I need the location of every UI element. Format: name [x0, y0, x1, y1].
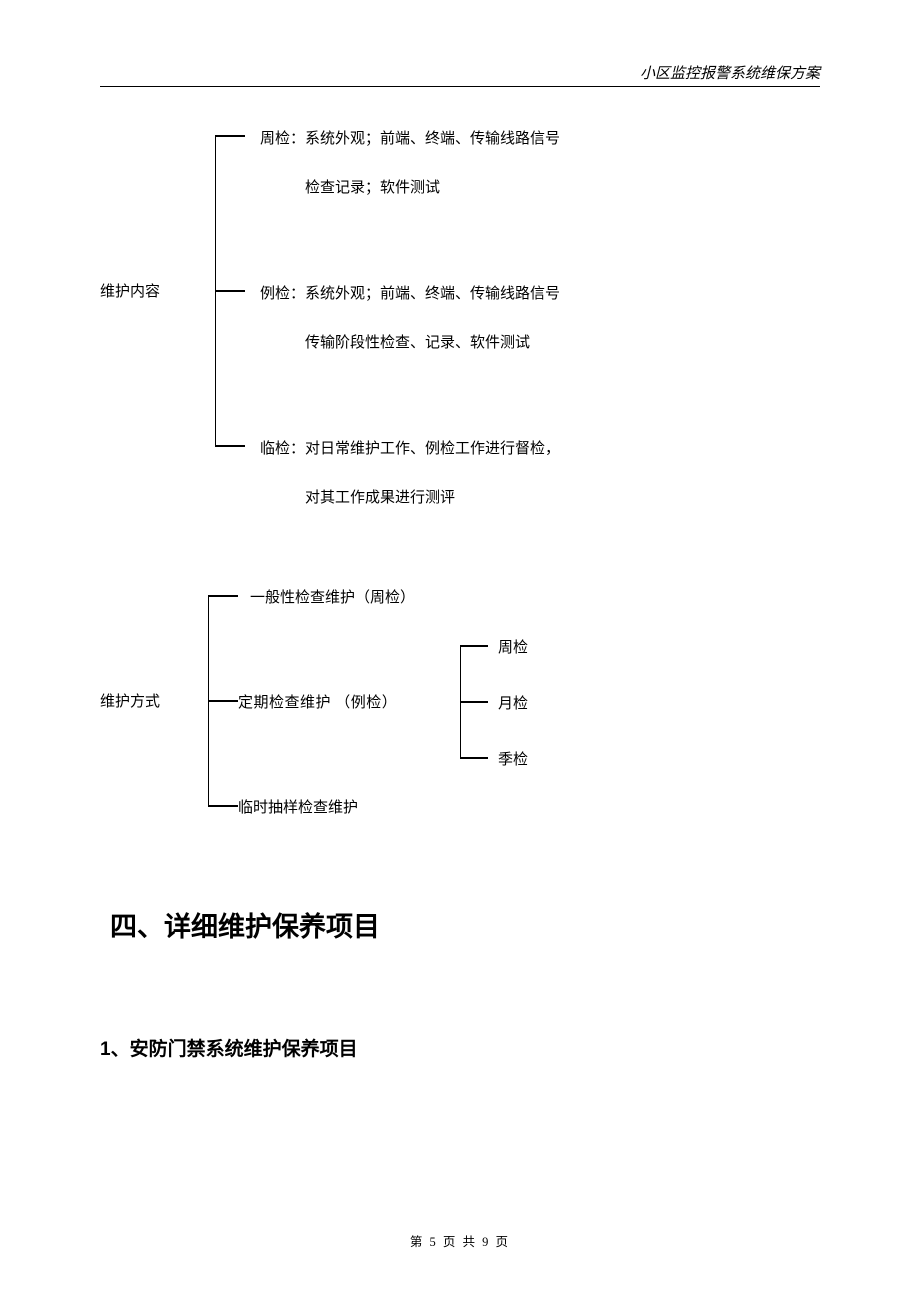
section-heading-4: 四、详细维护保养项目	[110, 905, 820, 944]
diagram2-branch2: 定期检查维护 （例检）	[238, 691, 397, 712]
diagram1-tick-mid	[215, 290, 245, 292]
header-rule	[100, 86, 820, 87]
diagram2-sub-tick3	[460, 757, 488, 759]
diagram2-sub3: 季检	[498, 748, 528, 769]
diagram1-zhou-line2: 检查记录；软件测试	[305, 175, 440, 202]
diagram-maintenance-mode: 维护方式 一般性检查维护（周检） 定期检查维护 （例检） 临时抽样检查维护 周检…	[100, 585, 820, 835]
page-content: 维护内容 周检：系统外观；前端、终端、传输线路信号 检查记录；软件测试 例检：系…	[100, 120, 820, 1061]
diagram2-tick3	[208, 805, 238, 807]
diagram2-branch1: 一般性检查维护（周检）	[250, 586, 415, 607]
diagram2-sub-tick2	[460, 701, 488, 703]
diagram1-li-line1: 例检：系统外观；前端、终端、传输线路信号	[260, 281, 560, 308]
diagram2-sub2: 月检	[498, 692, 528, 713]
diagram1-zhou-line1: 周检：系统外观；前端、终端、传输线路信号	[260, 126, 560, 153]
header-title: 小区监控报警系统维保方案	[640, 62, 820, 83]
diagram1-lin-line2: 对其工作成果进行测评	[305, 485, 455, 512]
diagram2-tick2	[208, 700, 238, 702]
diagram2-sub1: 周检	[498, 636, 528, 657]
diagram-maintenance-content: 维护内容 周检：系统外观；前端、终端、传输线路信号 检查记录；软件测试 例检：系…	[100, 120, 820, 520]
diagram2-branch3: 临时抽样检查维护	[238, 796, 358, 817]
sub-heading-1: 1、安防门禁系统维护保养项目	[100, 1034, 820, 1061]
diagram1-li-line2: 传输阶段性检查、记录、软件测试	[305, 330, 530, 357]
diagram1-tick-bot	[215, 445, 245, 447]
page-footer: 第 5 页 共 9 页	[0, 1231, 920, 1250]
diagram1-lin-line1: 临检：对日常维护工作、例检工作进行督检，	[260, 436, 560, 463]
diagram2-sub-tick1	[460, 645, 488, 647]
diagram2-root-label: 维护方式	[100, 690, 160, 711]
diagram2-tick1	[208, 595, 238, 597]
diagram1-root-label: 维护内容	[100, 280, 160, 301]
diagram1-tick-top	[215, 135, 245, 137]
